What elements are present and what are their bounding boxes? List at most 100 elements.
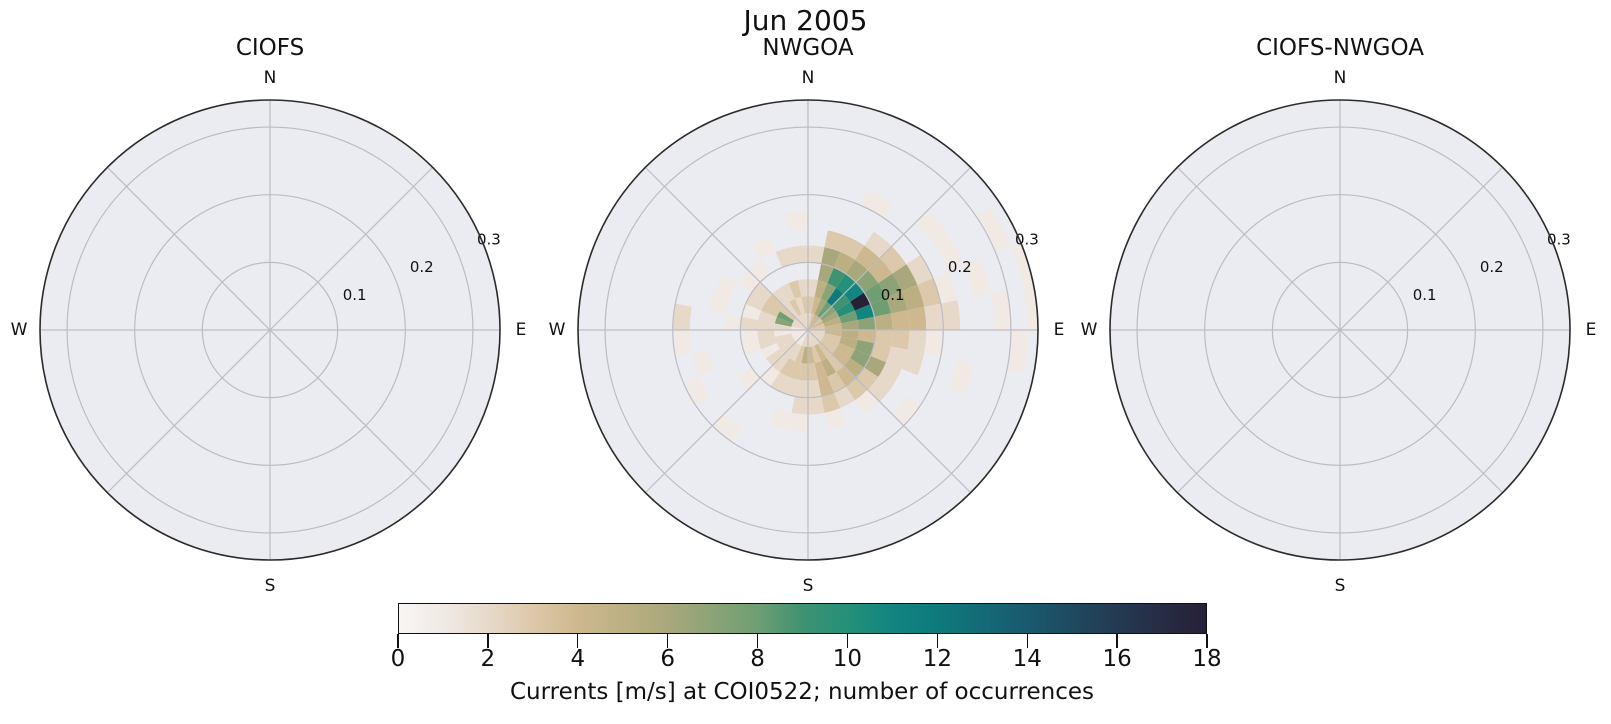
hist-cell (808, 313, 815, 330)
hist-cell (808, 330, 824, 340)
hist-cell (745, 292, 766, 311)
colorbar-tick-label: 6 (660, 646, 675, 672)
hist-cell (801, 313, 808, 330)
hist-cell (683, 375, 710, 406)
hist-cell (691, 349, 715, 376)
hist-cell (791, 330, 808, 334)
hist-cell (1023, 285, 1038, 330)
hist-cell (874, 330, 893, 347)
grid-spoke (1339, 166, 1504, 331)
grid-spoke (269, 329, 434, 494)
colorbar-label: Currents [m/s] at COI0522; number of occ… (509, 679, 1095, 705)
hist-cell (808, 245, 825, 264)
hist-cell (776, 311, 794, 324)
hist-cell (723, 313, 742, 330)
hist-cell (820, 283, 837, 302)
hist-cell (708, 291, 730, 314)
hist-cell (814, 344, 827, 362)
hist-cell (845, 259, 868, 283)
grid-spoke (269, 166, 434, 331)
hist-cell (791, 323, 808, 330)
hist-cell (782, 376, 799, 397)
hist-cell (804, 330, 808, 347)
hist-cell (820, 358, 837, 377)
hist-cell (798, 363, 808, 381)
hist-cell (765, 348, 785, 366)
hist-cell (833, 251, 855, 274)
hist-cell (801, 296, 808, 314)
hist-cell (758, 336, 777, 350)
compass-label-w: W (11, 320, 28, 340)
colorbar-tick-label: 0 (390, 646, 406, 672)
hist-cell (791, 326, 808, 330)
hist-cell (808, 296, 815, 314)
hist-cell (712, 413, 743, 443)
colorbar-tick-mark (397, 634, 399, 648)
hist-cell (737, 367, 761, 390)
hist-cell (924, 303, 944, 330)
hist-cell (774, 333, 793, 343)
colorbar-tick-mark (936, 634, 939, 648)
radial-tick-label: 0.2 (410, 258, 434, 276)
hist-cell (819, 306, 837, 321)
radial-tick-label: 0.1 (1413, 286, 1437, 304)
hist-cell (757, 320, 775, 330)
hist-cell (672, 330, 692, 357)
hist-cell (917, 278, 941, 307)
hist-cell (714, 273, 738, 298)
hist-cell (808, 320, 824, 330)
hist-cell (864, 231, 892, 259)
grid-spoke (644, 329, 809, 494)
hist-cell (822, 336, 840, 349)
hist-cell (850, 292, 871, 311)
hist-cell (808, 396, 825, 415)
hist-cell (808, 363, 818, 381)
hist-cell (779, 358, 796, 377)
radial-tick-label: 0.1 (881, 286, 905, 304)
hist-cell (798, 314, 808, 330)
compass-label-s: S (265, 576, 276, 596)
hist-cell (850, 349, 871, 368)
hist-cell (857, 316, 876, 330)
hist-cell (791, 245, 808, 264)
hist-cell (890, 330, 910, 350)
hist-cell (795, 345, 805, 364)
hist-cell (901, 349, 925, 376)
hist-cell (859, 189, 893, 218)
hist-cell (836, 273, 856, 295)
polar-spine (577, 99, 1039, 561)
compass-label-n: N (264, 68, 277, 88)
hist-cell (1007, 330, 1028, 373)
hist-cell (817, 341, 832, 359)
colorbar-gradient (398, 603, 1207, 634)
hist-cell (907, 330, 927, 354)
colorbar-tick-label: 16 (1102, 646, 1132, 672)
colorbar-tick-label: 10 (832, 646, 863, 672)
hist-cell (827, 267, 846, 288)
hist-cell (924, 330, 944, 357)
hist-cell (791, 396, 808, 415)
radial-tick-label: 0.2 (1480, 258, 1504, 276)
compass-label-s: S (803, 576, 814, 596)
hist-cell (857, 330, 876, 344)
hist-cell (976, 207, 1012, 253)
hist-cell (870, 297, 891, 317)
hist-cell (964, 258, 991, 298)
hist-cell (814, 361, 828, 380)
colorbar-tick-label: 12 (922, 646, 952, 672)
figure-suptitle: Jun 2005 (743, 4, 868, 37)
compass-label-w: W (549, 320, 566, 340)
hist-cell (801, 346, 808, 364)
hist-cell (817, 301, 832, 319)
compass-label-n: N (1334, 68, 1347, 88)
hist-cell (811, 296, 821, 315)
hist-cell (774, 323, 792, 330)
hist-cell (855, 270, 879, 293)
hist-cell (840, 236, 865, 260)
hist-cell (798, 279, 808, 297)
hist-cell (824, 408, 847, 430)
hist-cell (836, 365, 856, 387)
hist-cell (779, 283, 796, 302)
